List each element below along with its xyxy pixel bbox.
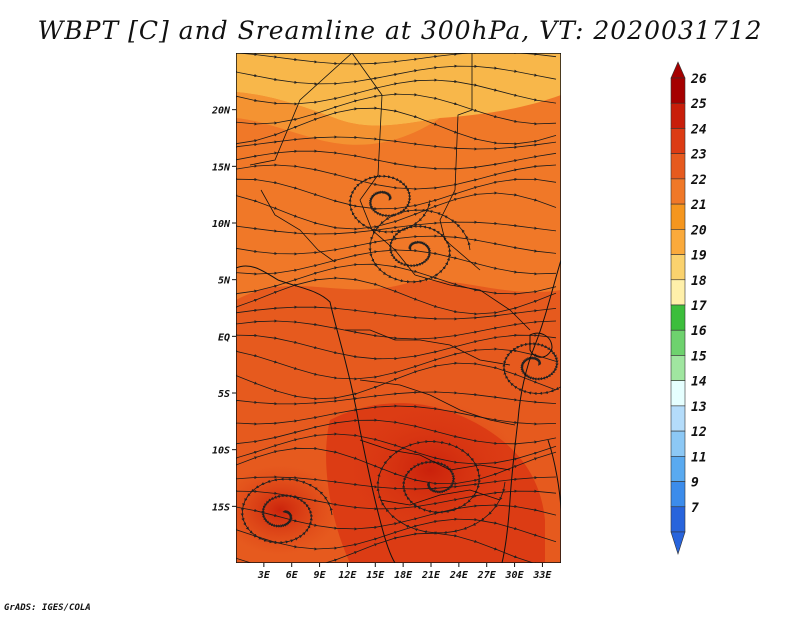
colorbar-swatch	[670, 355, 686, 381]
colorbar-swatch	[670, 430, 686, 457]
streamline	[376, 439, 506, 535]
colorbar-swatch	[670, 102, 686, 129]
colorbar-label: 25	[690, 97, 707, 112]
colorbar-label: 14	[691, 375, 707, 390]
border	[359, 379, 516, 426]
map-panel	[236, 53, 561, 563]
border	[439, 53, 481, 271]
border	[345, 329, 511, 366]
colorbar-swatch	[670, 203, 686, 230]
lon-tick-label: 24E	[449, 570, 469, 581]
colorbar: 26 25 24 23 22 21 20 19 18 17 16 15 14 13 12 11 9 7	[670, 61, 707, 555]
colorbar-swatch	[670, 380, 686, 407]
streamline	[236, 390, 557, 406]
lat-tick-label: 10S	[212, 446, 230, 457]
colorbar-swatch	[670, 178, 686, 205]
lon-tick-label: 30E	[505, 570, 525, 581]
colorbar-swatch	[670, 128, 686, 154]
border	[351, 53, 416, 276]
border	[249, 53, 353, 166]
colorbar-label: 16	[691, 324, 707, 339]
streamline	[236, 135, 557, 151]
streamline	[348, 174, 431, 234]
colorbar-label: 11	[691, 450, 707, 465]
colorbar-label: 19	[691, 249, 707, 264]
credit-label: GrADS: IGES/COLA	[4, 603, 91, 613]
colorbar-label: 18	[691, 274, 707, 289]
colorbar-label: 23	[690, 148, 707, 163]
border	[260, 189, 336, 263]
colorbar-max-arrow	[670, 61, 686, 79]
colorbar-swatch	[670, 405, 686, 432]
colorbar-swatch	[670, 304, 686, 331]
streamline	[236, 305, 557, 321]
longitude-axis: 3E 6E 9E 12E 15E 18E 21E 24E 27E 30E 33E	[257, 563, 552, 581]
streamline	[236, 53, 557, 66]
latitude-axis: 20N 15N 10N 5N EQ 5S 10S 15S	[211, 106, 236, 513]
lon-tick-label: 9E	[314, 570, 327, 581]
colorbar-label: 21	[690, 198, 707, 213]
colorbar-label: 22	[690, 173, 707, 188]
colorbar-label: 13	[691, 400, 707, 415]
colorbar-label: 7	[691, 501, 699, 516]
colorbar-swatch	[670, 506, 686, 533]
lat-tick-label: EQ	[218, 332, 230, 343]
colorbar-swatch	[670, 153, 686, 180]
west-africa-coast	[236, 265, 396, 563]
colorbar-swatch	[670, 229, 686, 255]
border	[379, 489, 501, 506]
colorbar-label: 20	[690, 223, 707, 238]
lat-tick-label: 5N	[218, 276, 231, 287]
border	[359, 439, 511, 471]
colorbar-swatch	[670, 481, 686, 508]
colorbar-label: 9	[691, 476, 699, 491]
lon-tick-label: 3E	[257, 570, 271, 581]
colorbar-label: 15	[691, 349, 707, 364]
lon-tick-label: 27E	[477, 570, 497, 581]
lat-tick-label: 10N	[212, 219, 231, 230]
colorbar-label: 26	[690, 72, 707, 87]
lat-tick-label: 5S	[218, 389, 230, 400]
colorbar-label: 17	[691, 299, 707, 314]
lon-tick-label: 21E	[421, 570, 441, 581]
colorbar-swatch	[670, 77, 686, 104]
colorbar-swatch	[670, 456, 686, 482]
colorbar-label: 24	[690, 122, 707, 137]
lat-tick-label: 20N	[211, 106, 231, 117]
east-africa-coast	[501, 259, 561, 563]
border	[414, 274, 531, 331]
colorbar-swatch	[670, 329, 686, 356]
lon-tick-label: 33E	[532, 570, 552, 581]
lat-tick-label: 15S	[212, 502, 230, 513]
colorbar-swatch	[670, 254, 686, 281]
colorbar-swatch	[670, 279, 686, 306]
streamline	[240, 477, 333, 545]
lon-tick-label: 18E	[394, 570, 413, 581]
map-title: WBPT [C] and Sreamline at 300hPa, VT: 20…	[37, 16, 763, 45]
lon-tick-label: 12E	[338, 570, 357, 581]
colorbar-min-arrow	[670, 531, 686, 555]
colorbar-label: 12	[691, 425, 707, 440]
lat-tick-label: 15N	[212, 162, 231, 173]
borders	[249, 53, 531, 506]
streamlines	[236, 53, 561, 563]
lake-victoria	[529, 332, 553, 358]
lon-tick-label: 15E	[366, 570, 385, 581]
lon-tick-label: 6E	[286, 570, 299, 581]
